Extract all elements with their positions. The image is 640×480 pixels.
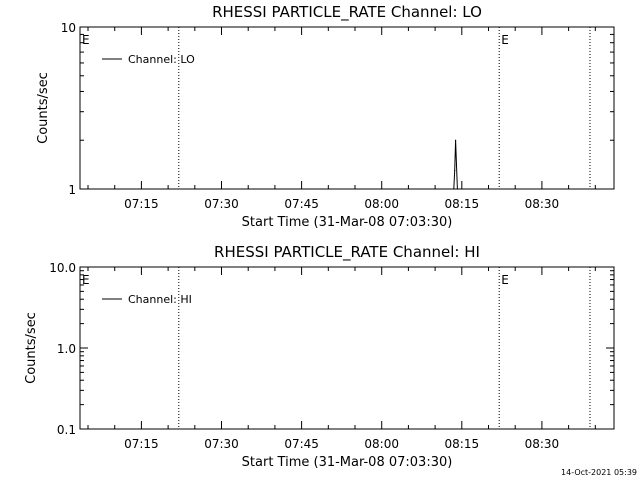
x-tick-label: 08:30: [525, 437, 560, 451]
event-marker-label: E: [501, 33, 509, 47]
x-axis-label: Start Time (31-Mar-08 07:03:30): [242, 455, 453, 470]
timestamp: 14-Oct-2021 05:39: [561, 468, 637, 477]
x-tick-label: 08:30: [525, 197, 560, 211]
data-point: [455, 164, 458, 166]
x-tick-label: 08:15: [445, 437, 480, 451]
y-tick-label: 0.1: [57, 423, 76, 437]
chart-title: RHESSI PARTICLE_RATE Channel: LO: [212, 3, 482, 22]
chart-title: RHESSI PARTICLE_RATE Channel: HI: [214, 243, 480, 262]
event-marker-label: E: [82, 33, 90, 47]
data-point: [454, 139, 457, 141]
legend-entry: Channel: HI: [128, 293, 192, 306]
series-line: [453, 140, 458, 190]
y-tick-label: 10: [61, 21, 76, 35]
y-axis-label: Counts/sec: [36, 72, 51, 144]
event-marker-label: E: [501, 273, 509, 287]
chart-panel-1: RHESSI PARTICLE_RATE Channel: LO Counts/s…: [36, 3, 615, 230]
y-tick-label: 10.0: [49, 261, 76, 275]
x-tick-label: 07:45: [284, 197, 319, 211]
plot-frame: [79, 266, 615, 430]
data-point: [454, 169, 456, 172]
x-tick-label: 08:15: [445, 197, 480, 211]
x-tick-label: 07:15: [124, 197, 159, 211]
x-tick-label: 07:15: [124, 437, 159, 451]
legend-entry: Channel: LO: [128, 53, 195, 66]
x-axis-label: Start Time (31-Mar-08 07:03:30): [242, 215, 453, 230]
data-point: [453, 188, 455, 190]
x-tick-label: 08:00: [364, 437, 399, 451]
plot-frame: [79, 26, 615, 190]
y-tick-label: 1.0: [57, 342, 76, 356]
event-marker-label: E: [82, 273, 90, 287]
y-tick-label: 1: [68, 183, 76, 197]
chart-panel-2: RHESSI PARTICLE_RATE Channel: HI Counts/s…: [24, 243, 615, 470]
x-tick-label: 08:00: [364, 197, 399, 211]
y-axis-label: Counts/sec: [24, 312, 39, 384]
x-tick-label: 07:45: [284, 437, 319, 451]
x-tick-label: 07:30: [204, 197, 239, 211]
x-tick-label: 07:30: [204, 437, 239, 451]
data-point: [456, 188, 458, 190]
